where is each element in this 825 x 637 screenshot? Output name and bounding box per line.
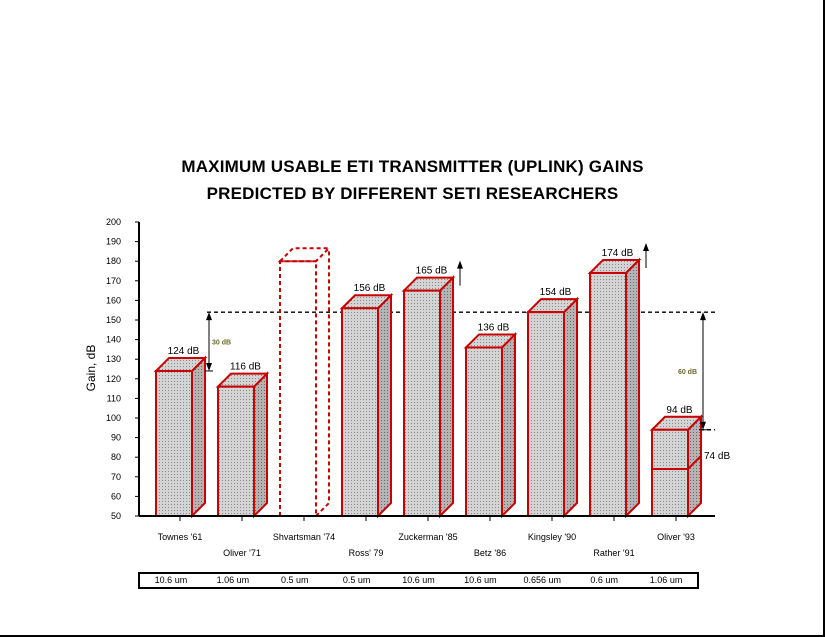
y-tick-label: 130 <box>106 354 121 364</box>
bar-side-face <box>563 296 578 519</box>
y-tick-label: 180 <box>106 256 121 266</box>
x-category-label: Townes '61 <box>158 532 203 542</box>
y-tick-label: 50 <box>111 511 121 521</box>
x-category-label: Oliver '93 <box>657 532 695 542</box>
bar-front-face <box>403 289 441 517</box>
bar-data-label: 136 dB <box>478 322 510 333</box>
y-axis-label: Gain, dB <box>84 345 98 392</box>
bar-side-face <box>501 332 516 519</box>
wavelength-cell: 1.06 um <box>216 575 250 585</box>
bar-oliver-93: 74 dB 94 dB <box>649 405 730 519</box>
y-tick-label: 160 <box>106 295 121 305</box>
bar-front-face <box>651 428 689 518</box>
bar-oliver-71: 116 dB <box>215 362 270 519</box>
range-arrow-head-down <box>700 421 706 430</box>
upward-arrow-head <box>457 260 463 269</box>
bar-kingsley-90: 154 dB <box>525 287 580 519</box>
bar-front-face <box>155 369 193 517</box>
bar-front-face <box>527 311 565 517</box>
bar-side-face <box>315 248 330 517</box>
bar-front-face <box>589 271 627 517</box>
range-annotation: 60 dB <box>678 312 707 431</box>
bar-side-face <box>625 257 640 519</box>
bar-betz-86: 136 dB <box>463 322 518 519</box>
wavelength-cell: 0.5 um <box>280 575 309 585</box>
chart-title-line-1: MAXIMUM USABLE ETI TRANSMITTER (UPLINK) … <box>181 157 644 176</box>
range-arrow-head-up <box>700 312 706 321</box>
bar-townes-61: 124 dB <box>153 346 208 519</box>
range-arrow-head-down <box>206 362 212 371</box>
bar-segment-line <box>652 455 702 470</box>
wavelength-cell: 0.5 um <box>342 575 371 585</box>
y-tick-label: 100 <box>106 413 121 423</box>
bar-front-face <box>279 260 317 516</box>
bar-data-label: 94 dB <box>666 405 692 416</box>
wavelength-cell: 10.6 um <box>154 575 188 585</box>
upward-arrow-head <box>643 242 649 251</box>
bar-front-face <box>465 346 503 517</box>
y-tick-label: 80 <box>111 452 121 462</box>
range-arrow-head-up <box>206 312 212 321</box>
chart-title-line-2: PREDICTED BY DIFFERENT SETI RESEARCHERS <box>206 184 619 203</box>
bar-top-face <box>277 247 332 263</box>
bar-front-face <box>217 385 255 518</box>
y-tick-label: 60 <box>111 491 121 501</box>
bar-side-face <box>253 371 268 519</box>
annotations: 30 dB 60 dB <box>205 312 707 431</box>
x-category-label: Zuckerman '85 <box>398 532 457 542</box>
bar-front-face <box>341 307 379 517</box>
x-category-label: Kingsley '90 <box>528 532 576 542</box>
bar-data-label: 154 dB <box>540 287 572 298</box>
y-tick-label: 150 <box>106 315 121 325</box>
bar-data-label: 165 dB <box>416 266 448 277</box>
y-tick-label: 110 <box>107 393 121 403</box>
y-tick-label: 190 <box>106 237 121 247</box>
bar-side-face <box>377 292 392 519</box>
bar-zuckerman-85: 165 dB <box>401 260 463 519</box>
bar-data-label: 124 dB <box>168 346 200 357</box>
segment-data-label: 74 dB <box>704 451 730 462</box>
y-tick-label: 90 <box>111 433 121 443</box>
wavelength-cell: 10.6 um <box>464 575 497 585</box>
wavelength-cell: 0.6 um <box>590 575 618 585</box>
bar-data-label: 116 dB <box>230 362 261 373</box>
bar-side-face <box>439 275 454 519</box>
bar-data-label: 156 dB <box>354 283 386 294</box>
y-tick-label: 140 <box>106 335 121 345</box>
y-tick-label: 200 <box>106 217 121 227</box>
range-label: 30 dB <box>212 340 231 347</box>
y-tick-label: 170 <box>106 276 121 286</box>
wavelength-cell: 10.6 um <box>402 575 435 585</box>
bars: 124 dB 116 dB 156 dB 165 dB 136 dB 154 dB 174 … <box>153 242 730 519</box>
range-label: 60 dB <box>678 369 697 376</box>
bar-shvartsman-74 <box>277 247 332 517</box>
bar-rather-91: 174 dB <box>587 242 649 519</box>
x-category-label: Betz '86 <box>474 548 506 558</box>
bar-side-face <box>191 355 206 519</box>
bar-ross-79: 156 dB <box>339 283 394 519</box>
y-tick-label: 120 <box>106 374 121 384</box>
wavelength-cell: 0.656 um <box>523 575 562 585</box>
x-category-label: Shvartsman '74 <box>273 532 335 542</box>
axes: 50 60 70 80 90 100 110 120 130 140 150 160 170 180 190… <box>106 217 715 558</box>
x-category-label: Ross' 79 <box>349 548 384 558</box>
x-category-label: Rather '91 <box>593 548 634 558</box>
wavelength-cell: 1.06 um <box>649 575 683 585</box>
range-annotation: 30 dB <box>205 312 231 372</box>
x-category-label: Oliver '71 <box>223 548 261 558</box>
bar-data-label: 174 dB <box>602 248 634 259</box>
y-tick-label: 70 <box>111 472 121 482</box>
wavelength-row: 10.6 um 1.06 um 0.5 um 0.5 um 10.6 um 10.6 um… <box>138 572 699 589</box>
